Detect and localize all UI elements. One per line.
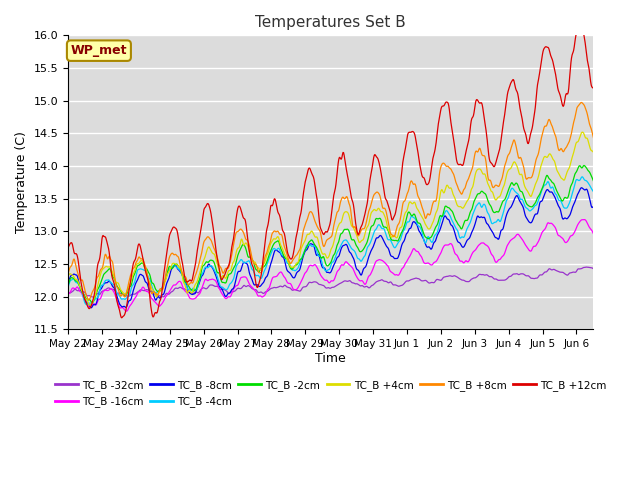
TC_B +4cm [564,168,572,174]
TC_B -8cm [577,185,585,191]
TC_B +8cm [577,99,585,105]
TC_B -32cm [163,291,170,297]
TC_B -8cm [64,279,72,285]
TC_B -2cm [283,255,291,261]
TC_B -16cm [580,217,588,223]
TC_B -32cm [572,269,580,275]
TC_B -16cm [90,301,97,307]
TC_B -4cm [163,275,170,280]
TC_B -8cm [163,282,170,288]
TC_B -4cm [374,222,382,228]
TC_B -16cm [64,291,72,297]
TC_B -4cm [83,302,90,308]
TC_B -8cm [374,235,382,240]
TC_B +4cm [579,129,586,135]
TC_B -4cm [564,204,572,210]
TC_B +4cm [589,149,597,155]
TC_B -16cm [564,238,572,244]
TC_B -2cm [564,195,572,201]
TC_B +8cm [374,190,382,195]
TC_B -32cm [564,272,572,278]
TC_B -8cm [87,305,95,311]
TC_B +12cm [577,24,585,29]
TC_B -8cm [572,196,580,202]
TC_B +12cm [374,156,382,162]
TC_B -16cm [374,257,382,263]
TC_B +4cm [374,205,382,211]
TC_B -32cm [89,294,97,300]
Y-axis label: Temperature (C): Temperature (C) [15,132,28,233]
TC_B +8cm [589,134,597,140]
Legend: TC_B -32cm, TC_B -16cm, TC_B -8cm, TC_B -4cm, TC_B -2cm, TC_B +4cm, TC_B +8cm, T: TC_B -32cm, TC_B -16cm, TC_B -8cm, TC_B … [51,376,611,411]
TC_B -32cm [589,266,597,272]
TC_B -2cm [163,275,170,281]
TC_B +12cm [64,245,72,251]
TC_B +8cm [85,297,93,302]
TC_B -2cm [64,282,72,288]
TC_B -2cm [572,169,580,175]
TC_B -2cm [88,300,96,305]
TC_B +12cm [118,315,125,321]
TC_B +8cm [572,109,580,115]
TC_B +4cm [572,141,580,147]
TC_B +12cm [572,33,580,38]
Line: TC_B -2cm: TC_B -2cm [68,166,593,302]
TC_B +4cm [64,274,72,279]
TC_B -2cm [580,163,588,168]
TC_B +12cm [589,85,597,91]
TC_B -2cm [589,178,597,184]
TC_B -32cm [582,264,590,270]
Line: TC_B -4cm: TC_B -4cm [68,177,593,305]
TC_B +8cm [283,250,291,256]
TC_B +4cm [86,302,94,308]
TC_B -8cm [564,216,572,221]
TC_B -32cm [374,278,382,284]
TC_B +8cm [163,269,170,275]
TC_B +8cm [564,142,572,148]
TC_B -16cm [589,231,597,237]
TC_B +12cm [163,254,170,260]
TC_B -8cm [90,301,98,307]
TC_B -16cm [572,226,580,232]
TC_B +12cm [564,91,572,97]
TC_B -2cm [90,298,98,303]
TC_B -2cm [374,216,382,222]
TC_B +4cm [283,255,291,261]
TC_B -4cm [283,259,291,265]
TC_B +12cm [90,296,97,302]
TC_B -32cm [90,294,98,300]
TC_B -4cm [64,285,72,290]
TC_B -8cm [589,204,597,210]
TC_B -32cm [283,284,291,289]
TC_B -16cm [283,278,291,284]
TC_B +4cm [90,297,98,302]
TC_B -4cm [579,174,586,180]
TC_B -32cm [64,289,72,295]
Line: TC_B -16cm: TC_B -16cm [68,220,593,311]
TC_B +8cm [64,271,72,276]
TC_B +12cm [283,245,291,251]
TC_B -16cm [123,308,131,314]
Line: TC_B -8cm: TC_B -8cm [68,188,593,308]
Line: TC_B +8cm: TC_B +8cm [68,102,593,300]
TC_B +4cm [163,276,170,281]
Line: TC_B +12cm: TC_B +12cm [68,26,593,318]
TC_B -4cm [589,189,597,194]
TC_B +8cm [90,287,98,292]
TC_B -4cm [90,298,98,304]
TC_B -4cm [572,178,580,183]
Line: TC_B -32cm: TC_B -32cm [68,267,593,297]
Title: Temperatures Set B: Temperatures Set B [255,15,406,30]
Line: TC_B +4cm: TC_B +4cm [68,132,593,305]
X-axis label: Time: Time [316,352,346,365]
TC_B -16cm [163,293,170,299]
TC_B -8cm [283,266,291,272]
Text: WP_met: WP_met [70,44,127,57]
